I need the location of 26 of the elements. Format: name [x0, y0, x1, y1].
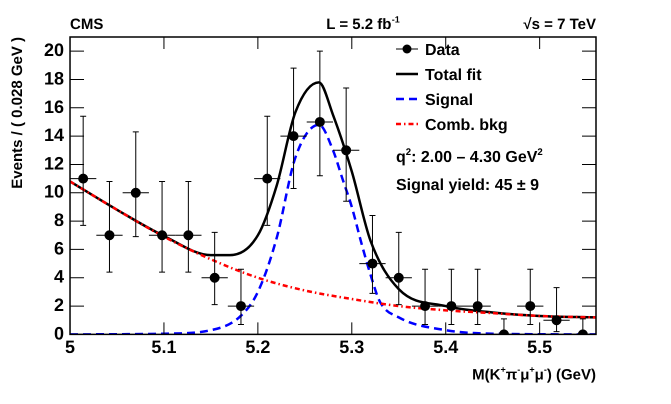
x-tick-label: 5.1	[151, 337, 176, 358]
x-tick-label: 5.4	[433, 337, 458, 358]
y-tick-label: 2	[54, 295, 64, 316]
legend-label: Data	[425, 42, 460, 59]
y-tick-label: 14	[44, 125, 64, 146]
y-tick-label: 8	[54, 210, 64, 230]
y-tick-label: 12	[44, 153, 64, 174]
x-tick-label: 5.5	[527, 337, 552, 358]
x-tick-label: 5.2	[245, 337, 270, 358]
x-tick-label: 5	[65, 337, 76, 358]
annotation: Signal yield: 45 ± 9	[396, 177, 540, 194]
text: CMS	[70, 16, 104, 33]
legend-label: Comb. bkg	[425, 117, 508, 134]
y-tick-label: 0	[54, 323, 64, 344]
legend-label: Signal	[425, 92, 474, 109]
y-tick-label: 16	[44, 96, 64, 117]
y-tick-label: 20	[44, 40, 64, 60]
legend-label: Total fit	[425, 67, 482, 84]
y-tick-label: 10	[44, 182, 64, 202]
text: M(K+π-μ+μ-) (GeV)	[472, 364, 596, 384]
y-tick-label: 6	[54, 238, 64, 258]
y-tick-label: 4	[54, 266, 64, 287]
y-tick-label: 18	[44, 68, 64, 88]
text: √s = 7 TeV	[523, 16, 596, 33]
y-axis-title: Events / ( 0.028 GeV )	[9, 36, 26, 189]
x-tick-label: 5.3	[339, 337, 364, 358]
